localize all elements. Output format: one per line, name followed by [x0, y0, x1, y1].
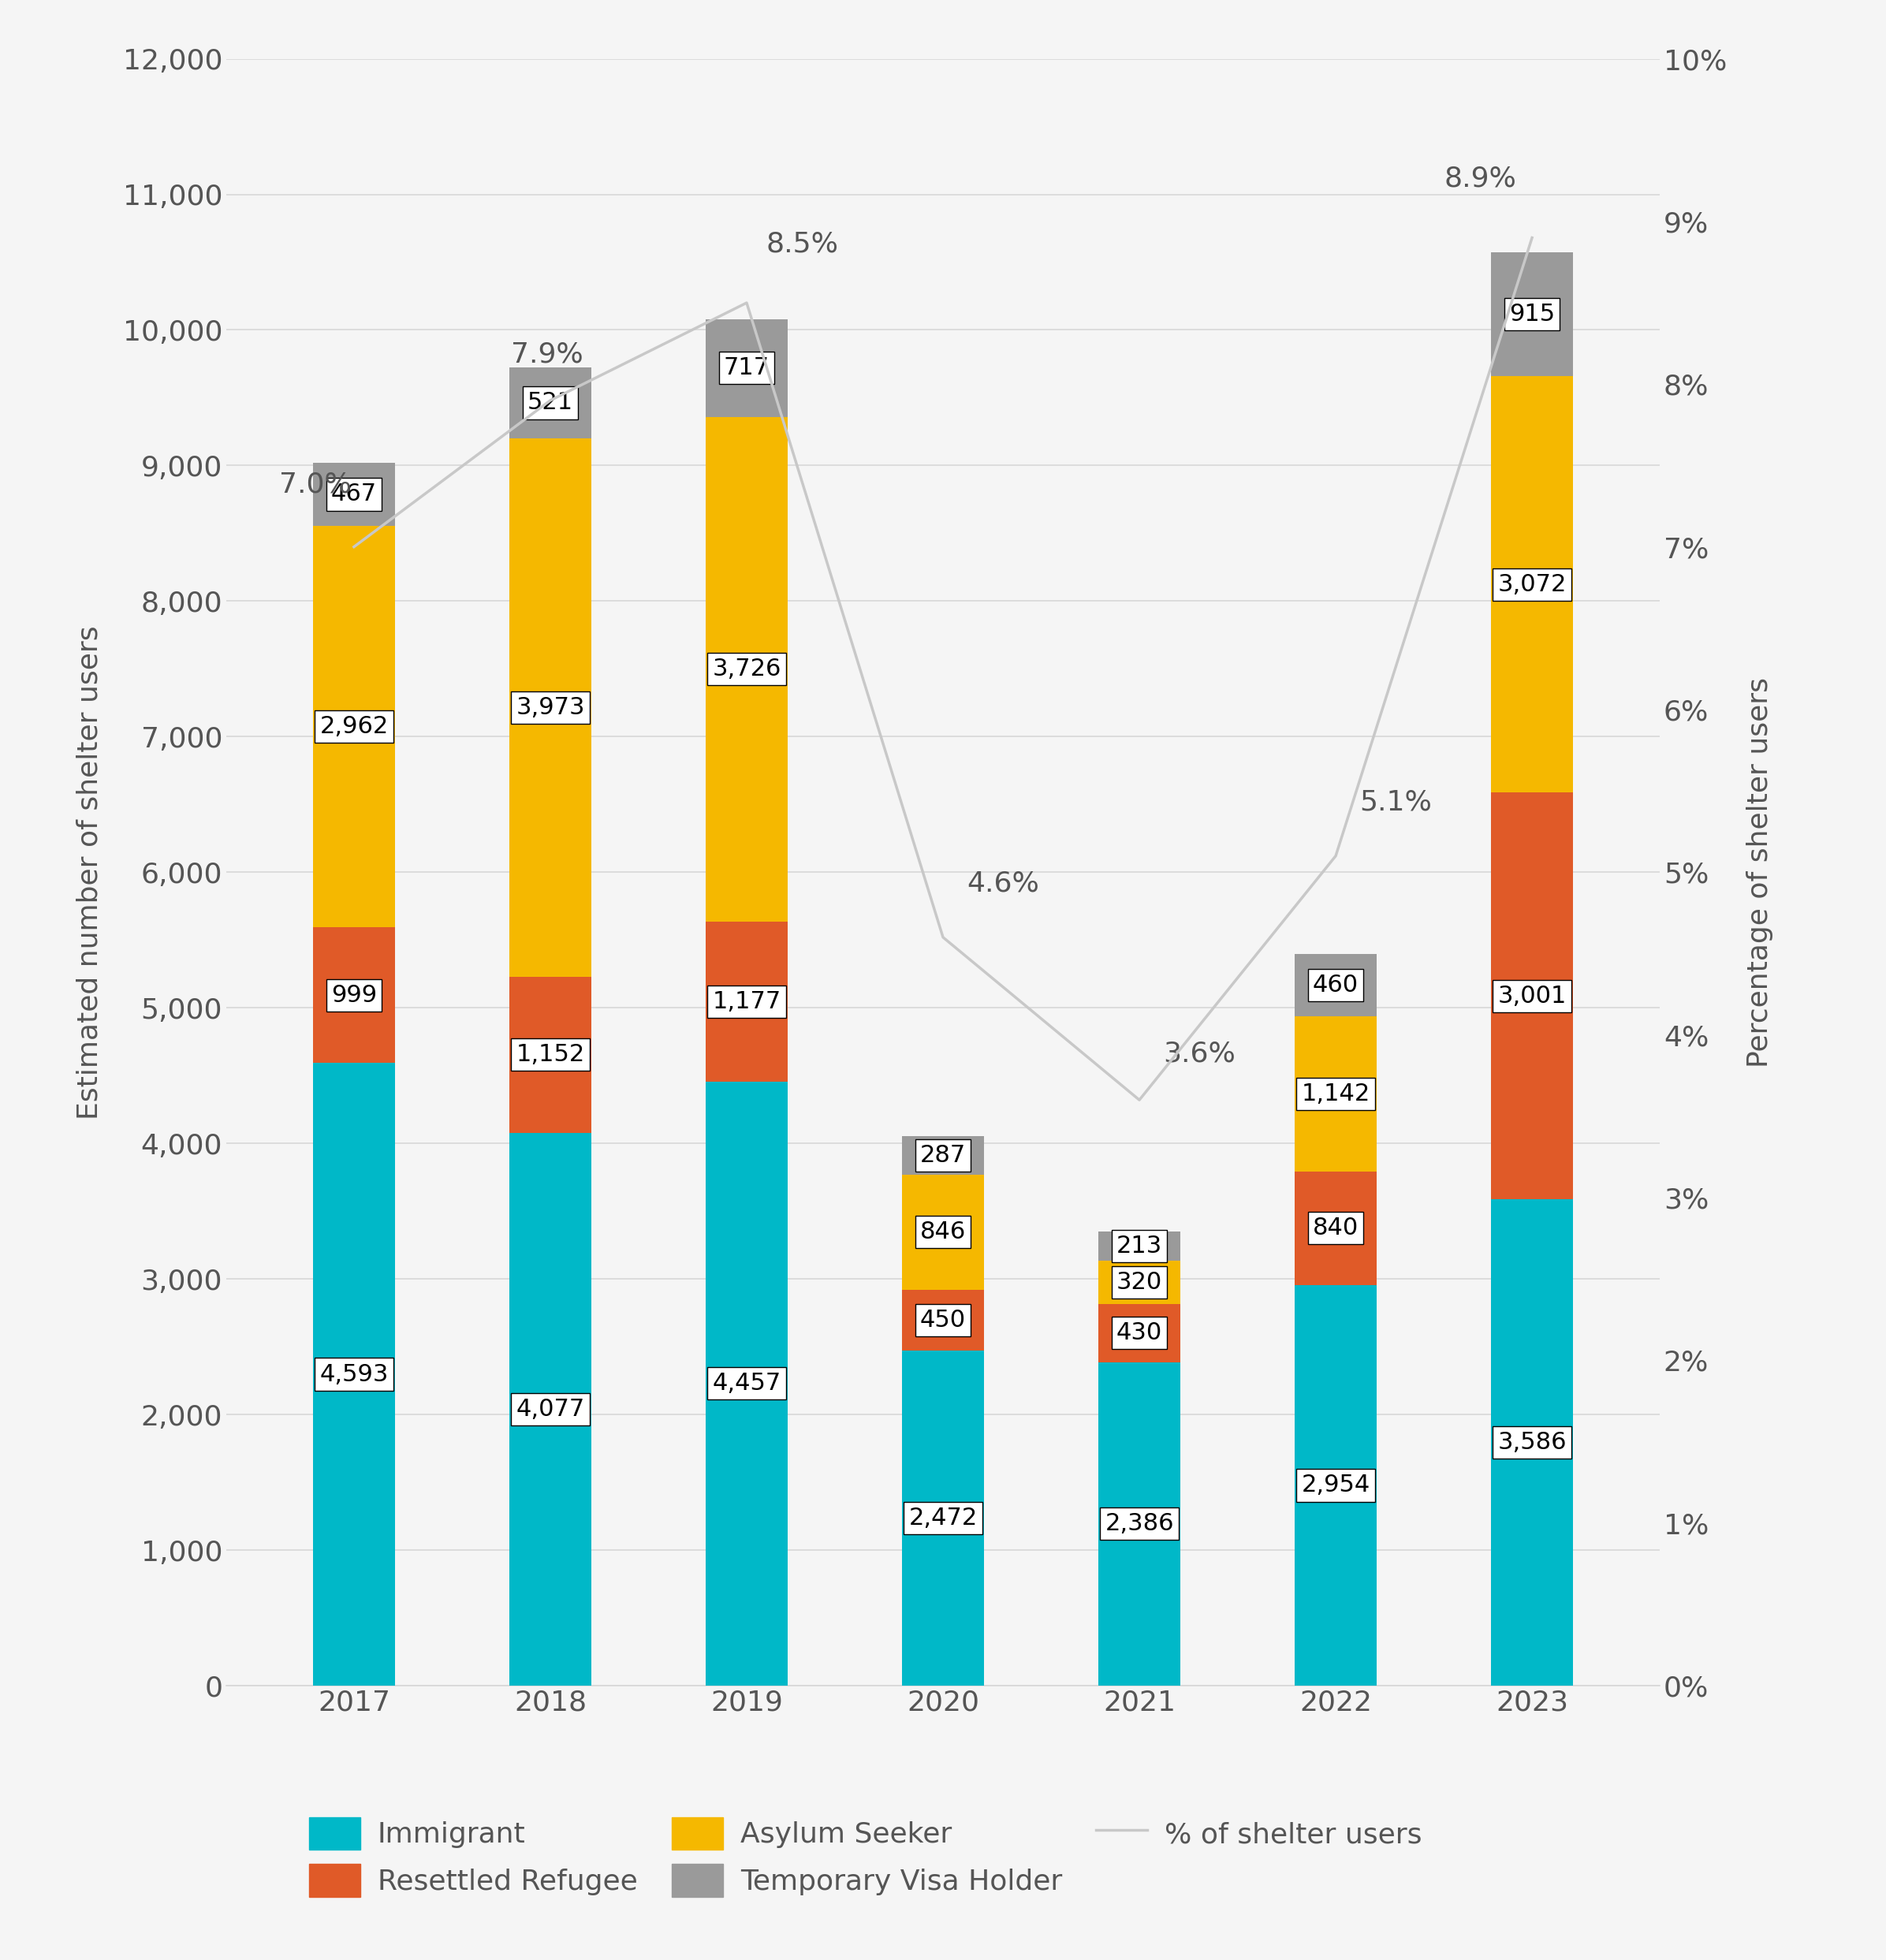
Text: 3,586: 3,586 — [1497, 1431, 1567, 1454]
Text: 3,973: 3,973 — [515, 696, 585, 719]
Bar — [705, 417, 788, 921]
Bar — [705, 1082, 788, 1686]
Text: 2,954: 2,954 — [1301, 1474, 1369, 1497]
Text: 5.1%: 5.1% — [1360, 788, 1431, 815]
Bar — [313, 525, 396, 927]
Text: 3,001: 3,001 — [1497, 984, 1567, 1007]
Bar — [313, 1062, 396, 1686]
Bar — [509, 367, 592, 439]
Text: 1,152: 1,152 — [517, 1043, 585, 1066]
Text: 846: 846 — [920, 1221, 966, 1243]
Bar — [509, 976, 592, 1133]
Text: 717: 717 — [724, 357, 769, 380]
Bar — [1294, 1286, 1377, 1686]
Text: 2,472: 2,472 — [909, 1507, 977, 1529]
Bar — [1490, 376, 1573, 792]
Bar — [1098, 1362, 1181, 1686]
Text: 4,077: 4,077 — [517, 1397, 585, 1421]
Bar — [1490, 792, 1573, 1200]
Text: 2,386: 2,386 — [1105, 1513, 1173, 1535]
Text: 3.6%: 3.6% — [1164, 1041, 1235, 1068]
Text: 467: 467 — [332, 482, 377, 506]
Text: 915: 915 — [1509, 302, 1554, 325]
Y-axis label: Estimated number of shelter users: Estimated number of shelter users — [75, 625, 104, 1119]
Text: 7.9%: 7.9% — [511, 341, 583, 368]
Bar — [1294, 1017, 1377, 1172]
Bar — [1490, 1200, 1573, 1686]
Text: 7.0%: 7.0% — [279, 470, 353, 498]
Bar — [1098, 1303, 1181, 1362]
Text: 8.5%: 8.5% — [766, 231, 839, 257]
Y-axis label: Percentage of shelter users: Percentage of shelter users — [1746, 676, 1773, 1068]
Text: 4,593: 4,593 — [319, 1362, 389, 1386]
Text: 999: 999 — [332, 984, 377, 1007]
Bar — [902, 1290, 984, 1350]
Text: 213: 213 — [1117, 1235, 1162, 1258]
Bar — [1490, 253, 1573, 376]
Text: 450: 450 — [920, 1309, 966, 1331]
Bar — [313, 463, 396, 525]
Text: 3,726: 3,726 — [713, 659, 781, 680]
Text: 287: 287 — [920, 1145, 966, 1166]
Text: 521: 521 — [528, 392, 573, 414]
Bar — [1294, 1172, 1377, 1286]
Legend: Immigrant, Resettled Refugee, Asylum Seeker, Temporary Visa Holder, % of shelter: Immigrant, Resettled Refugee, Asylum See… — [298, 1805, 1433, 1909]
Bar — [1098, 1260, 1181, 1303]
Text: 1,142: 1,142 — [1301, 1082, 1369, 1105]
Bar — [705, 319, 788, 417]
Text: 320: 320 — [1117, 1270, 1162, 1294]
Bar — [1294, 955, 1377, 1017]
Bar — [1098, 1231, 1181, 1260]
Bar — [705, 921, 788, 1082]
Bar — [509, 1133, 592, 1686]
Bar — [509, 439, 592, 976]
Text: 430: 430 — [1117, 1321, 1162, 1345]
Bar — [313, 927, 396, 1062]
Bar — [902, 1350, 984, 1686]
Text: 1,177: 1,177 — [713, 990, 781, 1013]
Text: 2,962: 2,962 — [319, 715, 389, 739]
Text: 8.9%: 8.9% — [1445, 165, 1516, 192]
Text: 460: 460 — [1313, 974, 1358, 998]
Text: 4.6%: 4.6% — [966, 870, 1039, 896]
Text: 4,457: 4,457 — [713, 1372, 781, 1396]
Bar — [902, 1174, 984, 1290]
Text: 3,072: 3,072 — [1497, 572, 1567, 596]
Text: 840: 840 — [1313, 1217, 1358, 1239]
Bar — [902, 1137, 984, 1174]
